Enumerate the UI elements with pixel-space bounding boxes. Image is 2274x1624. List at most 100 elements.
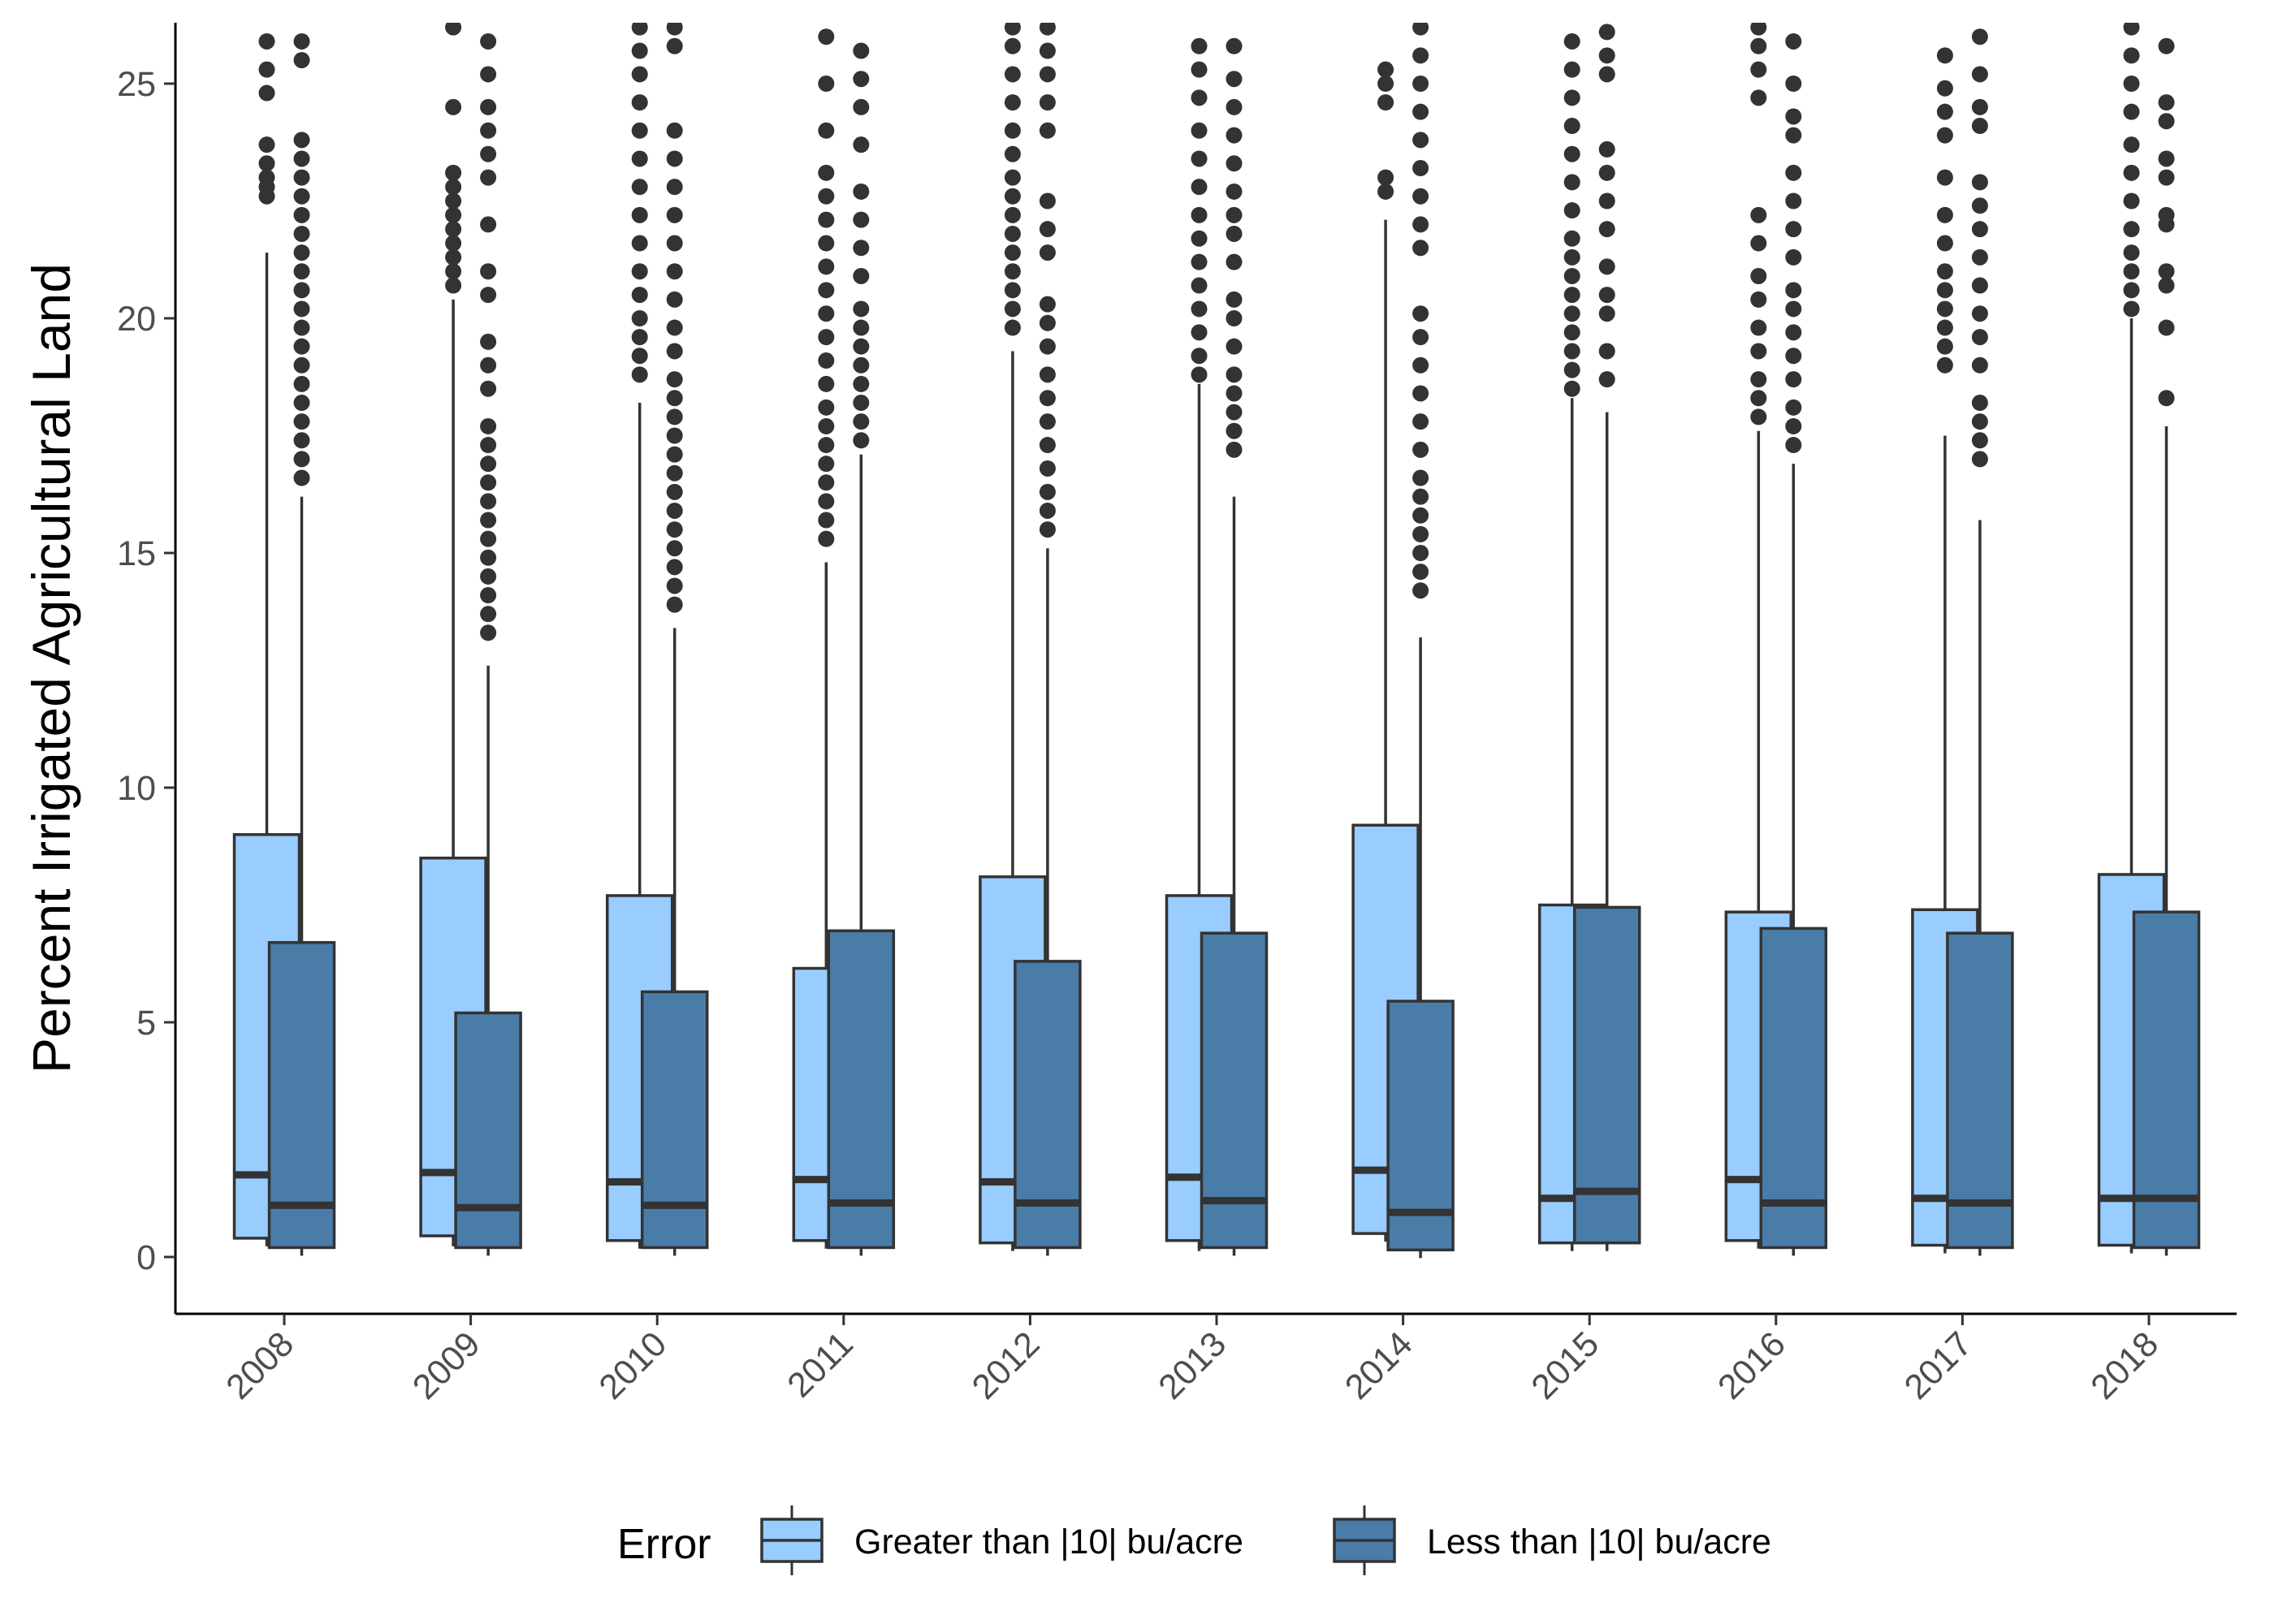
outlier-point xyxy=(1750,408,1767,425)
outlier-point xyxy=(480,549,497,566)
outlier-point xyxy=(1191,179,1208,196)
outlier-point xyxy=(666,179,683,196)
outlier-point xyxy=(1004,225,1021,242)
outlier-point xyxy=(1412,329,1429,346)
y-tick-label: 0 xyxy=(136,1238,156,1277)
outlier-point xyxy=(1936,103,1953,120)
box-2014-series-2 xyxy=(1386,23,1455,1259)
outlier-point xyxy=(1191,348,1208,365)
outlier-point xyxy=(2158,277,2175,294)
outlier-point xyxy=(1004,145,1021,162)
outlier-point xyxy=(666,483,683,500)
outlier-point xyxy=(293,338,310,355)
outlier-point xyxy=(1412,305,1429,322)
outlier-point xyxy=(1971,118,1988,135)
outlier-point xyxy=(2123,47,2140,64)
outlier-point xyxy=(1598,343,1615,360)
outlier-point xyxy=(480,263,497,280)
outlier-point xyxy=(1750,291,1767,308)
outlier-point xyxy=(445,248,462,266)
outlier-point xyxy=(1412,507,1429,524)
outlier-point xyxy=(258,155,275,172)
outlier-point xyxy=(666,319,683,336)
outlier-point xyxy=(480,333,497,350)
outlier-point xyxy=(1785,437,1802,454)
outlier-point xyxy=(1412,385,1429,402)
outlier-point xyxy=(1412,525,1429,542)
iqr-box xyxy=(1759,926,1828,1250)
outlier-point xyxy=(1039,23,1056,36)
outlier-point xyxy=(1785,282,1802,299)
outlier-point xyxy=(818,122,835,139)
outlier-point xyxy=(1226,71,1243,88)
outlier-point xyxy=(1004,319,1021,336)
outlier-point xyxy=(480,437,497,454)
outlier-point xyxy=(631,179,648,196)
outlier-point xyxy=(1226,291,1243,308)
outlier-point xyxy=(1412,216,1429,233)
outlier-point xyxy=(1563,230,1580,247)
outlier-point xyxy=(1936,169,1953,186)
outlier-point xyxy=(480,512,497,529)
outlier-point xyxy=(853,211,870,228)
outlier-point xyxy=(1750,37,1767,54)
outlier-point xyxy=(1971,221,1988,238)
outlier-point xyxy=(1785,399,1802,416)
y-tick-label: 25 xyxy=(117,65,156,104)
outlier-point xyxy=(1226,127,1243,144)
outlier-point xyxy=(293,282,310,299)
box-2018-series-2 xyxy=(2132,37,2201,1256)
outlier-point xyxy=(1226,422,1243,439)
outlier-point xyxy=(1785,417,1802,434)
box-2011-series-2 xyxy=(827,42,896,1256)
outlier-point xyxy=(1039,314,1056,331)
outlier-point xyxy=(1971,98,1988,115)
outlier-point xyxy=(258,136,275,153)
outlier-point xyxy=(1039,122,1056,139)
outlier-point xyxy=(666,343,683,360)
outlier-point xyxy=(1563,174,1580,191)
outlier-point xyxy=(631,263,648,280)
outlier-point xyxy=(666,408,683,425)
outlier-point xyxy=(1971,197,1988,214)
outlier-point xyxy=(1191,253,1208,270)
outlier-point xyxy=(1563,32,1580,50)
outlier-point xyxy=(853,42,870,59)
outlier-point xyxy=(2158,319,2175,336)
outlier-point xyxy=(480,587,497,604)
legend-key-2 xyxy=(1333,1505,1396,1575)
outlier-point xyxy=(1039,483,1056,500)
outlier-point xyxy=(853,356,870,374)
outlier-point xyxy=(1039,460,1056,477)
legend-key-1 xyxy=(760,1505,824,1575)
outlier-point xyxy=(1377,76,1394,92)
outlier-point xyxy=(1004,206,1021,223)
outlier-point xyxy=(666,235,683,252)
x-tick-label: 2011 xyxy=(780,1324,861,1405)
outlier-point xyxy=(293,356,310,374)
outlier-point xyxy=(666,371,683,388)
outlier-point xyxy=(1750,235,1767,252)
outlier-point xyxy=(631,348,648,365)
outlier-point xyxy=(2158,150,2175,167)
outlier-point xyxy=(1039,42,1056,59)
outlier-point xyxy=(818,258,835,275)
outlier-point xyxy=(1598,371,1615,388)
box-2008-series-2 xyxy=(267,32,336,1256)
outlier-point xyxy=(2123,76,2140,92)
outlier-point xyxy=(631,42,648,59)
outlier-point xyxy=(1191,324,1208,341)
outlier-point xyxy=(853,240,870,257)
outlier-point xyxy=(293,375,310,392)
outlier-point xyxy=(818,188,835,205)
outlier-point xyxy=(1226,225,1243,242)
outlier-point xyxy=(853,395,870,412)
outlier-point xyxy=(1936,127,1953,144)
outlier-point xyxy=(1412,76,1429,92)
iqr-box xyxy=(827,929,896,1250)
outlier-point xyxy=(1785,248,1802,266)
outlier-point xyxy=(1785,108,1802,125)
outlier-point xyxy=(666,577,683,594)
outlier-point xyxy=(1191,366,1208,383)
iqr-box xyxy=(640,990,709,1250)
